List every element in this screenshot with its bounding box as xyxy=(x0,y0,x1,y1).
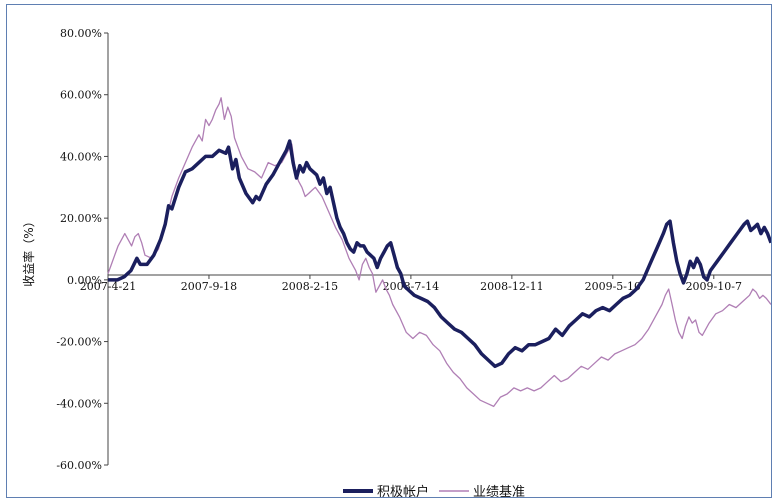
x-tick-label: 2007-4-21 xyxy=(80,280,136,293)
x-tick-label: 2007-9-18 xyxy=(181,280,237,293)
y-tick-label: -40.00% xyxy=(56,397,102,410)
y-tick-label: 0.00% xyxy=(67,274,102,287)
series-lines xyxy=(107,97,771,408)
x-tick-label: 2008-2-15 xyxy=(282,280,338,293)
x-axis-ticks: 2007-4-21 2007-9-18 2008-2-15 2008-7-14 2008… xyxy=(80,275,742,293)
chart-frame: 80.00% 60.00% 40.00% 20.00% 0.00% -20.00% -40.… xyxy=(6,4,772,498)
y-tick-label: 60.00% xyxy=(60,89,102,102)
legend-label-active-account: 积极帐户 xyxy=(377,484,429,497)
x-tick-label: 2009-5-10 xyxy=(585,280,641,293)
y-tick-label: 80.00% xyxy=(60,27,102,40)
y-tick-label: 20.00% xyxy=(60,212,102,225)
line-chart: 80.00% 60.00% 40.00% 20.00% 0.00% -20.00% -40.… xyxy=(21,27,771,497)
y-tick-label: -20.00% xyxy=(56,336,102,349)
x-tick-label: 2008-12-11 xyxy=(480,280,543,293)
y-tick-label: 40.00% xyxy=(60,150,102,163)
x-tick-label: 2009-10-7 xyxy=(686,280,742,293)
legend: 积极帐户 业绩基准 xyxy=(343,484,525,497)
x-tick-label: 2008-7-14 xyxy=(383,280,439,293)
series-line-benchmark xyxy=(107,97,771,408)
series-line-active-account xyxy=(108,139,771,369)
y-axis-ticks: 80.00% 60.00% 40.00% 20.00% 0.00% -20.00% -40.… xyxy=(56,27,108,472)
legend-label-benchmark: 业绩基准 xyxy=(473,485,525,497)
y-tick-label: -60.00% xyxy=(56,459,102,472)
y-axis-title: 收益率（%） xyxy=(21,215,36,286)
